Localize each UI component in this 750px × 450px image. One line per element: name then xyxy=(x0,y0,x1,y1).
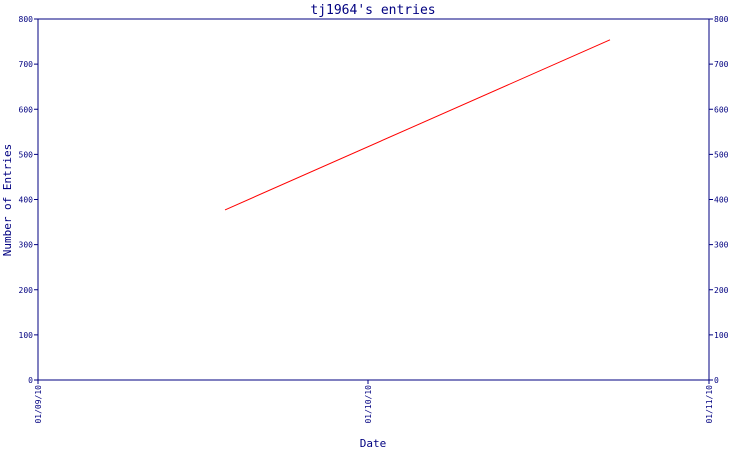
y-tick-label-right: 800 xyxy=(714,15,729,24)
y-tick-label-left: 800 xyxy=(19,15,34,24)
y-tick-label-left: 400 xyxy=(19,196,34,205)
y-tick-label-right: 0 xyxy=(714,376,719,385)
x-tick-label: 01/10/10 xyxy=(364,385,373,424)
series-layer xyxy=(224,39,611,211)
y-tick-label-left: 700 xyxy=(19,60,34,69)
y-tick-label-right: 600 xyxy=(714,105,729,114)
x-axis: 01/09/10 01/10/10 01/11/10 xyxy=(34,380,714,424)
y-axis-title: Number of Entries xyxy=(1,144,14,257)
y-tick-label-right: 100 xyxy=(714,331,729,340)
y-axis-left: 0 100 200 300 400 500 600 700 800 xyxy=(19,15,38,385)
y-tick-label-left: 0 xyxy=(28,376,33,385)
y-tick-label-right: 700 xyxy=(714,60,729,69)
y-tick-label-left: 300 xyxy=(19,241,34,250)
y-tick-label-left: 600 xyxy=(19,105,34,114)
y-tick-label-right: 500 xyxy=(714,150,729,159)
y-tick-label-left: 500 xyxy=(19,150,34,159)
x-tick-label: 01/09/10 xyxy=(34,385,43,424)
chart-title: tj1964's entries xyxy=(310,3,435,18)
y-axis-right: 0 100 200 300 400 500 600 700 800 xyxy=(709,15,729,385)
x-tick-label: 01/11/10 xyxy=(705,385,714,424)
series-line xyxy=(224,39,611,211)
y-tick-label-left: 200 xyxy=(19,286,34,295)
plot-area xyxy=(37,18,710,381)
y-tick-label-right: 300 xyxy=(714,241,729,250)
y-tick-label-left: 100 xyxy=(19,331,34,340)
y-tick-label-right: 200 xyxy=(714,286,729,295)
x-axis-title: Date xyxy=(360,437,387,450)
y-tick-label-right: 400 xyxy=(714,196,729,205)
